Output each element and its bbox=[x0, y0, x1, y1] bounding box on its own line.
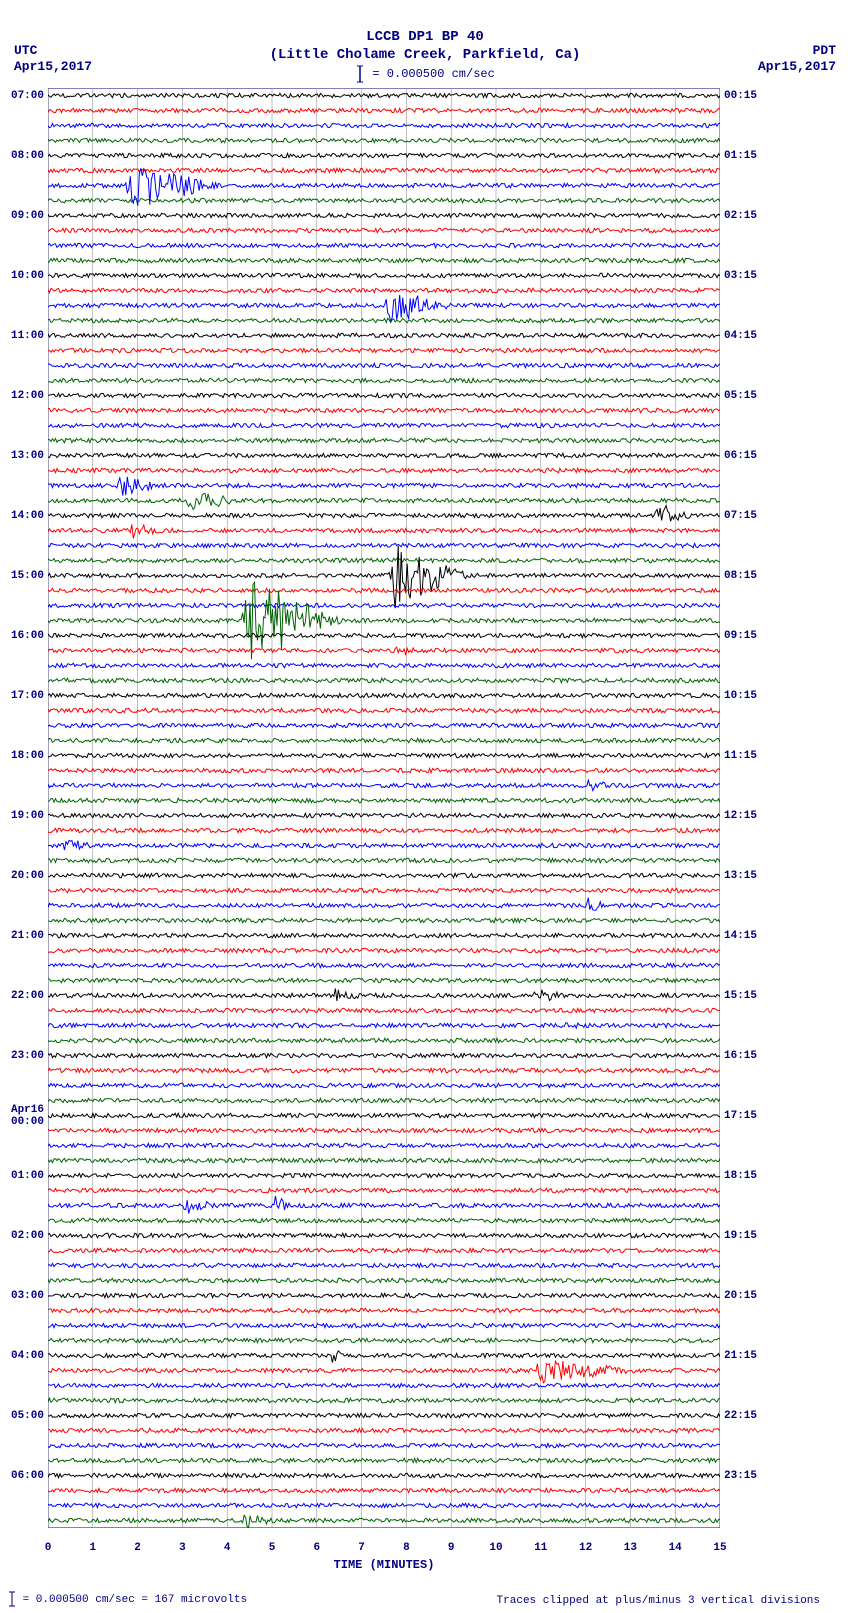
x-tick: 10 bbox=[489, 1542, 502, 1554]
right-time-label: 20:15 bbox=[724, 1290, 757, 1302]
x-tick: 8 bbox=[403, 1542, 410, 1554]
station-subtitle: (Little Cholame Creek, Parkfield, Ca) bbox=[0, 46, 850, 64]
scale-text: = 0.000500 cm/sec bbox=[372, 68, 494, 82]
left-time-label: 01:00 bbox=[11, 1170, 44, 1182]
right-time-label: 03:15 bbox=[724, 270, 757, 282]
right-time-label: 13:15 bbox=[724, 870, 757, 882]
x-tick: 5 bbox=[269, 1542, 276, 1554]
right-time-label: 21:15 bbox=[724, 1350, 757, 1362]
tz-left-name: UTC bbox=[14, 43, 92, 59]
left-time-label: 06:00 bbox=[11, 1470, 44, 1482]
x-tick: 0 bbox=[45, 1542, 52, 1554]
header: LCCB DP1 BP 40 (Little Cholame Creek, Pa… bbox=[0, 28, 850, 84]
x-tick: 14 bbox=[669, 1542, 682, 1554]
seismogram-plot bbox=[48, 88, 720, 1528]
left-time-label: 23:00 bbox=[11, 1050, 44, 1062]
right-time-label: 19:15 bbox=[724, 1230, 757, 1242]
right-time-label: 00:15 bbox=[724, 90, 757, 102]
x-tick: 7 bbox=[358, 1542, 365, 1554]
x-tick: 9 bbox=[448, 1542, 455, 1554]
left-time-label: 17:00 bbox=[11, 690, 44, 702]
left-time-label: 04:00 bbox=[11, 1350, 44, 1362]
tz-right-name: PDT bbox=[758, 43, 836, 59]
x-axis: TIME (MINUTES) 0123456789101112131415 bbox=[48, 1528, 720, 1568]
x-tick: 3 bbox=[179, 1542, 186, 1554]
left-time-label: 22:00 bbox=[11, 990, 44, 1002]
left-time-label: 03:00 bbox=[11, 1290, 44, 1302]
right-time-label: 14:15 bbox=[724, 930, 757, 942]
left-time-label: 20:00 bbox=[11, 870, 44, 882]
right-time-label: 12:15 bbox=[724, 810, 757, 822]
seismogram-container: LCCB DP1 BP 40 (Little Cholame Creek, Pa… bbox=[0, 0, 850, 1613]
right-time-label: 04:15 bbox=[724, 330, 757, 342]
left-time-label: 12:00 bbox=[11, 390, 44, 402]
right-time-label: 15:15 bbox=[724, 990, 757, 1002]
right-time-label: 07:15 bbox=[724, 510, 757, 522]
right-time-label: 17:15 bbox=[724, 1110, 757, 1122]
right-time-label: 16:15 bbox=[724, 1050, 757, 1062]
x-tick: 12 bbox=[579, 1542, 592, 1554]
left-time-label: 05:00 bbox=[11, 1410, 44, 1422]
left-time-label: 16:00 bbox=[11, 630, 44, 642]
right-time-label: 08:15 bbox=[724, 570, 757, 582]
right-time-label: 09:15 bbox=[724, 630, 757, 642]
right-time-labels: 00:15 01:15 02:15 03:15 04:15 05:15 06:15 07:15… bbox=[722, 88, 842, 1528]
x-tick: 15 bbox=[713, 1542, 726, 1554]
x-axis-label: TIME (MINUTES) bbox=[48, 1558, 720, 1572]
tz-left-date: Apr15,2017 bbox=[14, 59, 92, 75]
footer-left: = 0.000500 cm/sec = 167 microvolts bbox=[8, 1591, 247, 1607]
right-time-label: 05:15 bbox=[724, 390, 757, 402]
right-time-label: 10:15 bbox=[724, 690, 757, 702]
tz-right-date: Apr15,2017 bbox=[758, 59, 836, 75]
left-time-label: 13:00 bbox=[11, 450, 44, 462]
left-time-label: 18:00 bbox=[11, 750, 44, 762]
left-time-label: 21:00 bbox=[11, 930, 44, 942]
left-time-labels: 07:00 08:00 09:00 10:00 11:00 12:00 13:00 14:00… bbox=[0, 88, 46, 1528]
x-tick: 6 bbox=[313, 1542, 320, 1554]
right-time-label: 23:15 bbox=[724, 1470, 757, 1482]
x-tick: 2 bbox=[134, 1542, 141, 1554]
right-time-label: 06:15 bbox=[724, 450, 757, 462]
left-time-label: 08:00 bbox=[11, 150, 44, 162]
scale-line: = 0.000500 cm/sec bbox=[0, 64, 850, 84]
right-time-label: 01:15 bbox=[724, 150, 757, 162]
left-time-label: Apr16 00:00 bbox=[11, 1104, 44, 1128]
left-time-label: 09:00 bbox=[11, 210, 44, 222]
footer-right: Traces clipped at plus/minus 3 vertical … bbox=[497, 1595, 820, 1607]
left-time-label: 02:00 bbox=[11, 1230, 44, 1242]
right-time-label: 02:15 bbox=[724, 210, 757, 222]
x-tick: 4 bbox=[224, 1542, 231, 1554]
left-time-label: 10:00 bbox=[11, 270, 44, 282]
tz-left: UTC Apr15,2017 bbox=[14, 43, 92, 74]
x-tick: 1 bbox=[89, 1542, 96, 1554]
station-title: LCCB DP1 BP 40 bbox=[0, 28, 850, 46]
footer-left-text: = 0.000500 cm/sec = 167 microvolts bbox=[23, 1594, 247, 1606]
left-time-label: 15:00 bbox=[11, 570, 44, 582]
right-time-label: 22:15 bbox=[724, 1410, 757, 1422]
left-time-label: 19:00 bbox=[11, 810, 44, 822]
right-time-label: 18:15 bbox=[724, 1170, 757, 1182]
left-time-label: 07:00 bbox=[11, 90, 44, 102]
right-time-label: 11:15 bbox=[724, 750, 757, 762]
x-tick: 11 bbox=[534, 1542, 547, 1554]
left-time-label: 11:00 bbox=[11, 330, 44, 342]
seismogram-svg bbox=[48, 88, 720, 1528]
tz-right: PDT Apr15,2017 bbox=[758, 43, 836, 74]
left-time-label: 14:00 bbox=[11, 510, 44, 522]
x-tick: 13 bbox=[624, 1542, 637, 1554]
